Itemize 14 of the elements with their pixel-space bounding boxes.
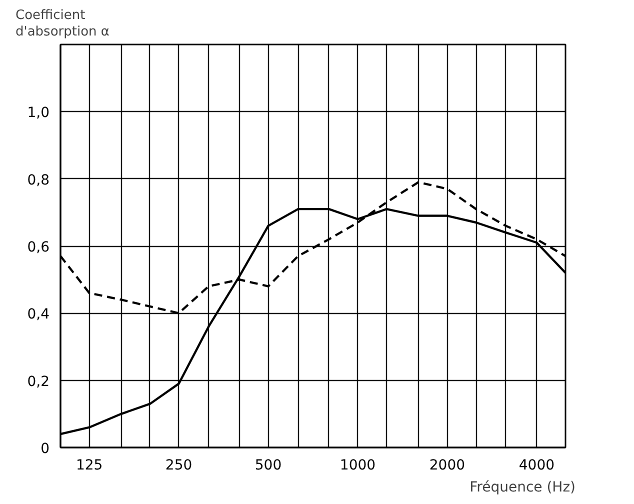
y-tick-label: 1,0 bbox=[27, 105, 50, 122]
y-tick-label: 0,4 bbox=[27, 306, 50, 323]
y-tick-label: 0 bbox=[40, 441, 50, 457]
x-tick-label: 4000 bbox=[518, 458, 555, 474]
y-tick-label: 0,2 bbox=[27, 374, 50, 390]
x-tick-label: 125 bbox=[76, 458, 103, 474]
x-tick-label: 500 bbox=[254, 458, 282, 474]
x-tick-label: 1000 bbox=[340, 458, 376, 474]
y-axis-title: Coefficient d'absorption α bbox=[16, 8, 110, 40]
y-tick-label: 0,6 bbox=[27, 240, 50, 256]
x-axis-title: Fréquence (Hz) bbox=[470, 480, 576, 496]
x-tick-label: 250 bbox=[165, 458, 192, 474]
y-tick-label: 0,8 bbox=[27, 172, 50, 188]
x-tick-label: 2000 bbox=[429, 458, 466, 474]
